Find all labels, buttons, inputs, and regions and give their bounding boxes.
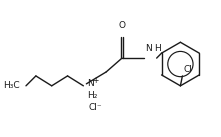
Text: H₂: H₂ [87, 91, 98, 100]
Text: H: H [154, 44, 160, 53]
Text: O: O [118, 21, 126, 30]
Text: Cl⁻: Cl⁻ [88, 103, 102, 112]
Text: +: + [92, 76, 99, 85]
Text: N: N [87, 79, 94, 88]
Text: N: N [145, 44, 152, 53]
Text: H₃C: H₃C [3, 81, 20, 90]
Text: Cl: Cl [183, 65, 192, 74]
